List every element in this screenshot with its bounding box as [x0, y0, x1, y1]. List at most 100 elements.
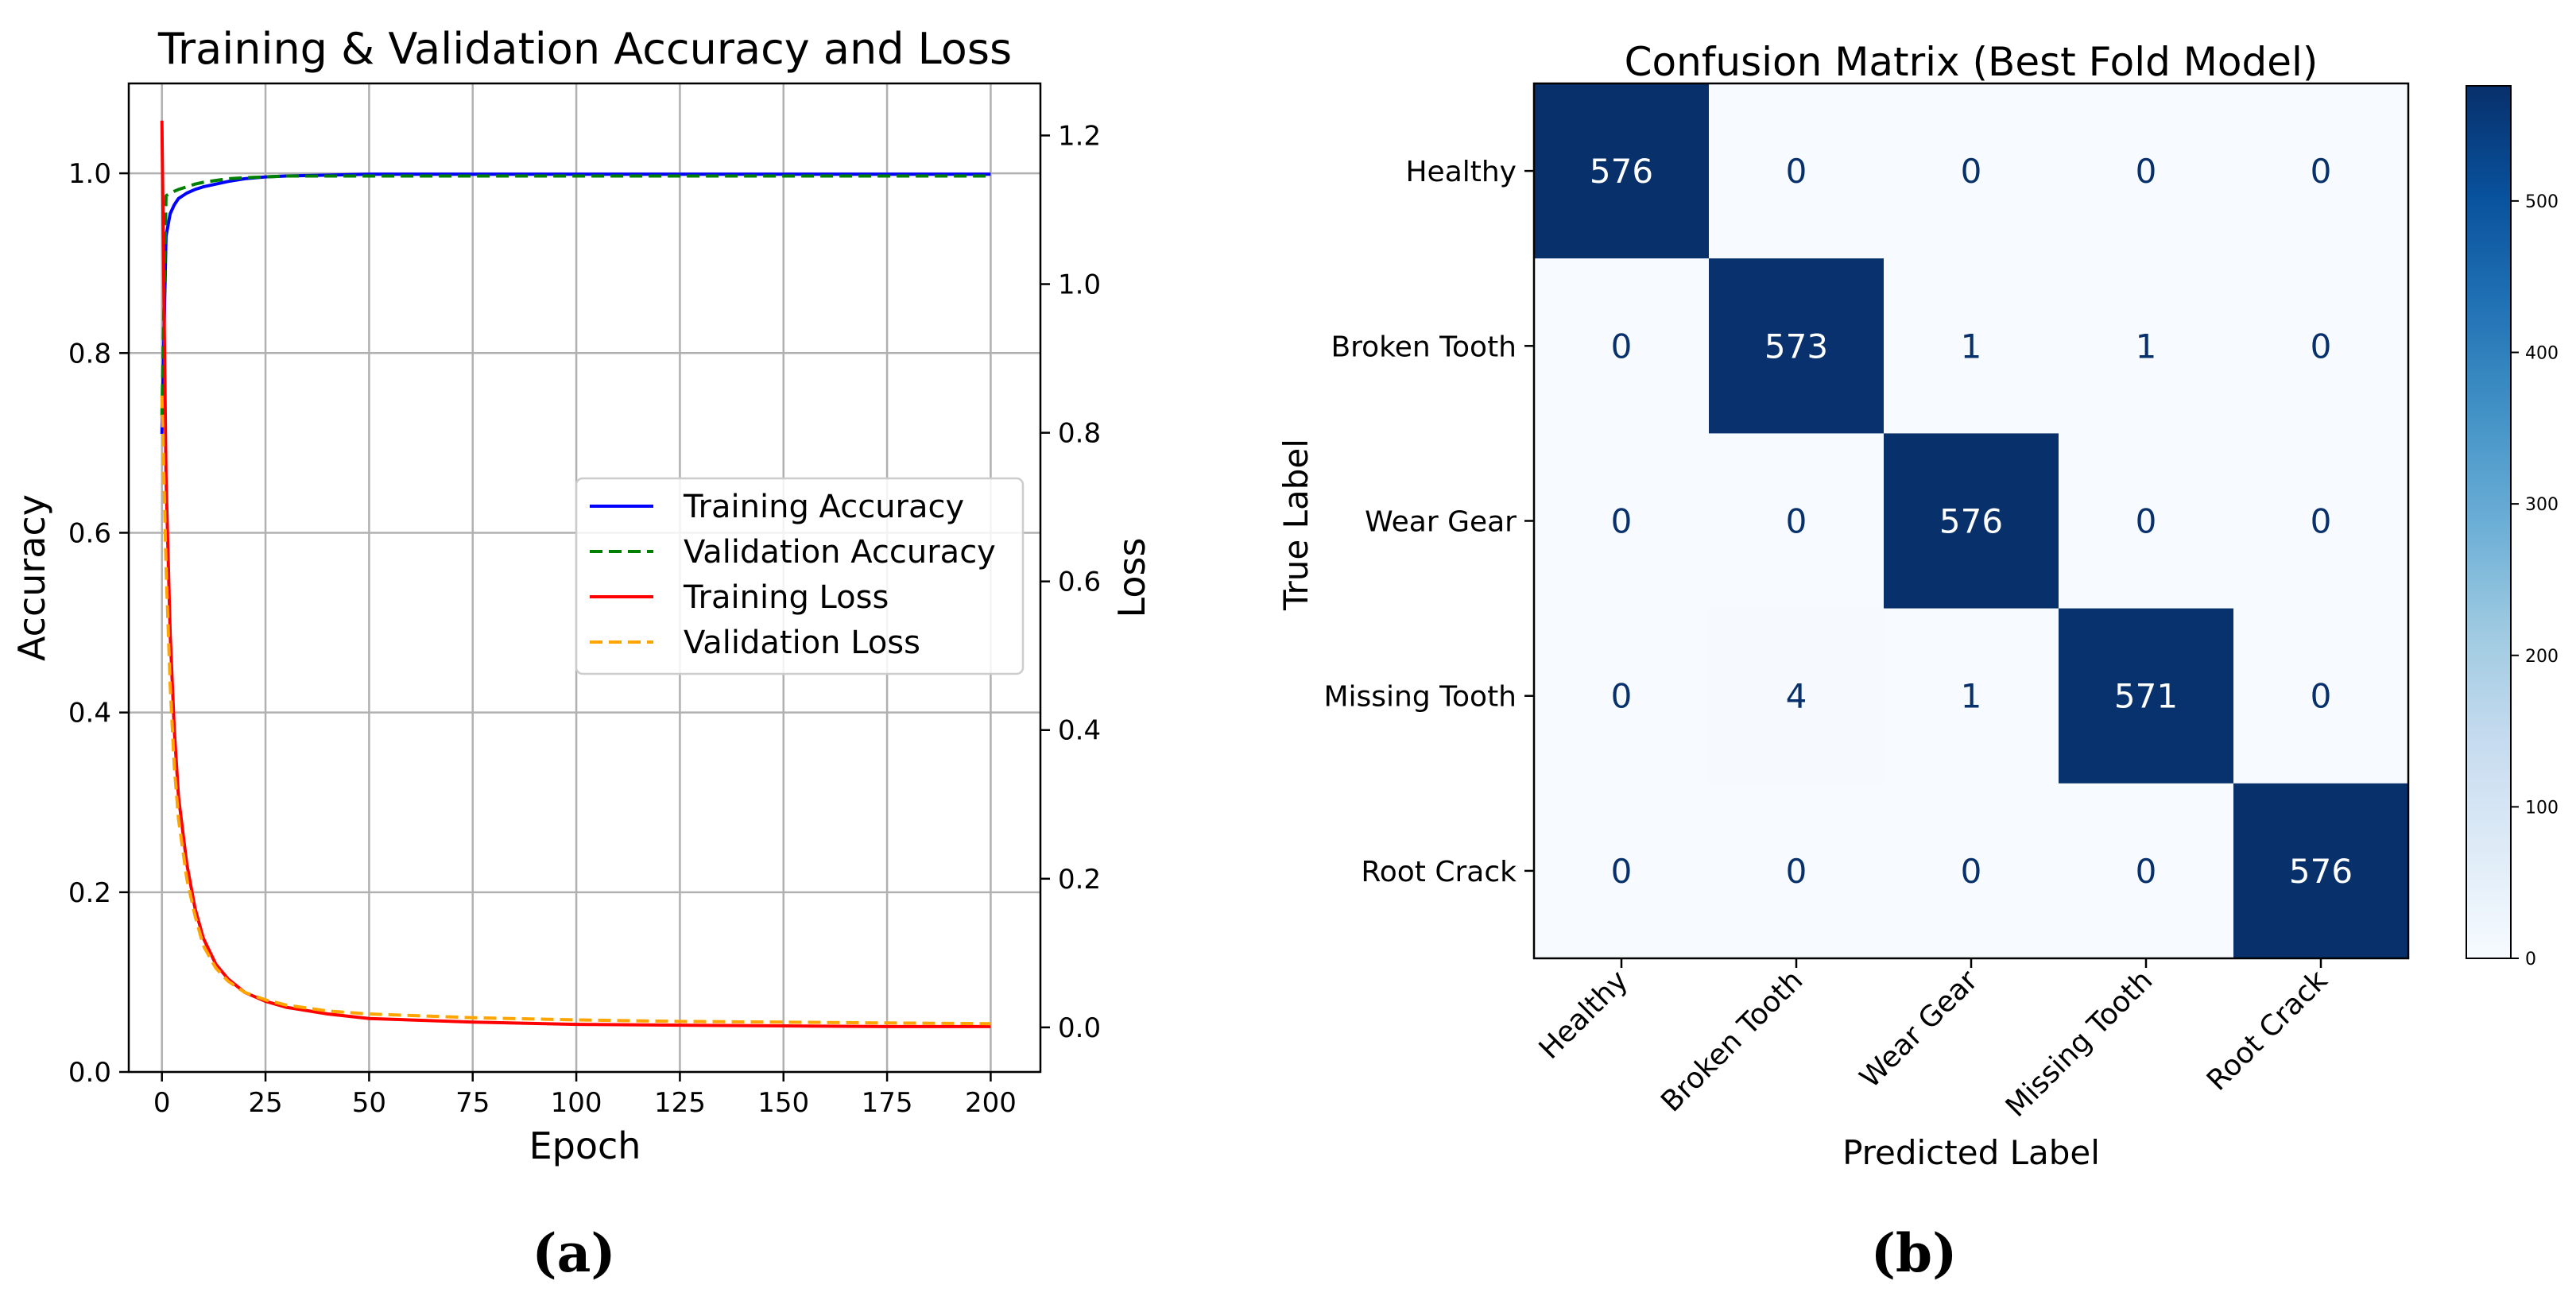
a-series-line-validation-accuracy	[160, 174, 991, 416]
b-cell-value-4-4: 576	[2289, 852, 2353, 891]
b-colorbar-tick-label-2: 200	[2525, 647, 2559, 667]
a-legend-label-training-loss: Training Loss	[683, 579, 889, 616]
a-y2tick-label-2: 0.4	[1058, 715, 1101, 747]
b-cell-4-1	[1709, 783, 1885, 959]
b-colorbar-tick-label-4: 400	[2525, 344, 2559, 364]
b-colorbar-tick-label-1: 100	[2525, 798, 2559, 818]
b-cell-3-4	[2233, 608, 2409, 784]
b-ytick-label-0: Healthy	[1405, 156, 1517, 188]
b-cell-value-1-4: 0	[2311, 327, 2332, 366]
b-cell-2-1	[1709, 433, 1885, 609]
b-cell-1-2	[1884, 258, 2059, 434]
b-cell-value-0-4: 0	[2311, 152, 2332, 191]
a-xtick-label-5: 125	[654, 1087, 706, 1119]
b-cell-4-4	[2233, 783, 2409, 959]
b-colorbar-tick-label-3: 300	[2525, 495, 2559, 515]
a-series-line-validation-loss	[160, 395, 991, 1026]
b-cell-4-2	[1884, 783, 2059, 959]
accuracy-loss-chart: 0 25 50 75 100 125 150 175 200 0.0 0.2 0.4 0.6 0.8 1.…	[10, 24, 1153, 1284]
b-cell-value-2-2: 576	[1939, 502, 2003, 541]
b-cell-value-3-3: 571	[2114, 677, 2178, 716]
b-cell-1-3	[2059, 258, 2234, 434]
a-y2tick-label-1: 0.2	[1058, 864, 1101, 896]
confusion-matrix-chart: 576 0 0 0 0 0 573 1 1 00 0 576 0 0 0 4 1 571 0 0 0 0 0 576 Heal…	[1276, 39, 2559, 1284]
b-cell-4-3	[2059, 783, 2234, 959]
a-x-ticks: 0 25 50 75 100 125 150 175 200	[153, 1072, 1017, 1119]
a-legend-items: Training Accuracy Validation Accuracy Trai…	[590, 489, 996, 661]
a-legend-label-validation-accuracy: Validation Accuracy	[684, 534, 996, 571]
a-legend: Training Accuracy Validation Accuracy Trai…	[575, 477, 1025, 675]
b-cell-0-2	[1884, 83, 2059, 259]
b-cell-value-0-0: 576	[1590, 152, 1653, 191]
b-cell-value-1-0: 0	[1611, 327, 1633, 366]
b-cell-value-0-2: 0	[1961, 152, 1982, 191]
a-y-axis-label: Accuracy	[10, 494, 53, 661]
b-cell-3-0	[1534, 608, 1710, 784]
a-ytick-label-0: 0.0	[68, 1057, 111, 1089]
b-colorbar-tick-label-5: 500	[2525, 192, 2559, 212]
a-xtick-label-8: 200	[965, 1087, 1017, 1119]
b-cell-3-1	[1709, 608, 1885, 784]
a-ytick-label-1: 0.2	[68, 877, 111, 909]
a-y2-ticks: 0.0 0.2 0.4 0.6 0.8 1.0 1.2	[1040, 120, 1101, 1044]
b-cell-2-0	[1534, 433, 1710, 609]
b-cell-value-1-3: 1	[2136, 327, 2157, 366]
b-cell-value-4-0: 0	[1611, 852, 1633, 891]
b-cell-0-3	[2059, 83, 2234, 259]
a-xtick-label-2: 50	[352, 1087, 386, 1119]
b-cell-3-3	[2059, 608, 2234, 784]
a-series-lines	[160, 120, 991, 1028]
b-cell-0-0	[1534, 83, 1710, 259]
b-cell-2-3	[2059, 433, 2234, 609]
b-colorbar-ticks: 0 100 200 300 400 500	[2511, 192, 2559, 969]
panel-a-label: (a)	[532, 1222, 615, 1284]
panel-b-label: (b)	[1871, 1222, 1958, 1284]
a-x-axis-label: Epoch	[529, 1124, 641, 1167]
b-cell-value-4-1: 0	[1786, 852, 1807, 891]
a-y2tick-label-0: 0.0	[1058, 1012, 1101, 1044]
b-y-axis-label: True Label	[1276, 439, 1315, 611]
b-colorbar	[2466, 85, 2512, 959]
b-cell-3-2	[1884, 608, 2059, 784]
b-cell-1-4	[2233, 258, 2409, 434]
b-ytick-label-3: Missing Tooth	[1323, 681, 1517, 714]
a-y2tick-label-6: 1.2	[1058, 120, 1101, 152]
b-cell-0-1	[1709, 83, 1885, 259]
b-ytick-label-2: Wear Gear	[1365, 506, 1517, 539]
b-cell-value-3-0: 0	[1611, 677, 1633, 716]
a-xtick-label-4: 100	[551, 1087, 602, 1119]
a-y-ticks: 0.0 0.2 0.4 0.6 0.8 1.0	[68, 158, 129, 1089]
b-cell-value-1-1: 573	[1764, 327, 1828, 366]
b-cell-4-0	[1534, 783, 1710, 959]
b-cell-value-1-2: 1	[1961, 327, 1982, 366]
a-ytick-label-3: 0.6	[68, 517, 111, 549]
b-chart-title: Confusion Matrix (Best Fold Model)	[1625, 39, 2318, 85]
b-cell-value-2-0: 0	[1611, 502, 1633, 541]
a-y2tick-label-5: 1.0	[1058, 269, 1101, 301]
a-legend-label-training-accuracy: Training Accuracy	[683, 489, 964, 525]
a-plot-frame	[127, 82, 1042, 1074]
b-cell-value-4-2: 0	[1961, 852, 1982, 891]
b-colorbar-tick-label-0: 0	[2525, 950, 2536, 969]
a-xtick-label-1: 25	[248, 1087, 282, 1119]
a-y2tick-label-4: 0.8	[1058, 418, 1101, 450]
b-cell-0-4	[2233, 83, 2409, 259]
b-cell-1-0	[1534, 258, 1710, 434]
b-cell-value-2-3: 0	[2136, 502, 2157, 541]
a-ytick-label-2: 0.4	[68, 698, 111, 729]
a-y2-axis-label: Loss	[1110, 538, 1153, 618]
b-ytick-label-1: Broken Tooth	[1331, 331, 1517, 363]
b-y-ticks: Healthy Broken Tooth Wear Gear Missing Toot…	[1323, 156, 1534, 888]
b-cell-value-0-3: 0	[2136, 152, 2157, 191]
b-cell-value-3-1: 4	[1786, 677, 1807, 716]
a-xtick-label-7: 175	[862, 1087, 913, 1119]
b-cell-value-2-1: 0	[1786, 502, 1807, 541]
b-x-axis-label: Predicted Label	[1842, 1133, 2100, 1172]
a-y2tick-label-3: 0.6	[1058, 567, 1101, 598]
b-cell-value-4-3: 0	[2136, 852, 2157, 891]
b-cell-1-1	[1709, 258, 1885, 434]
b-cell-2-4	[2233, 433, 2409, 609]
b-matrix-cells	[1534, 83, 2409, 959]
a-ytick-label-4: 0.8	[68, 338, 111, 370]
